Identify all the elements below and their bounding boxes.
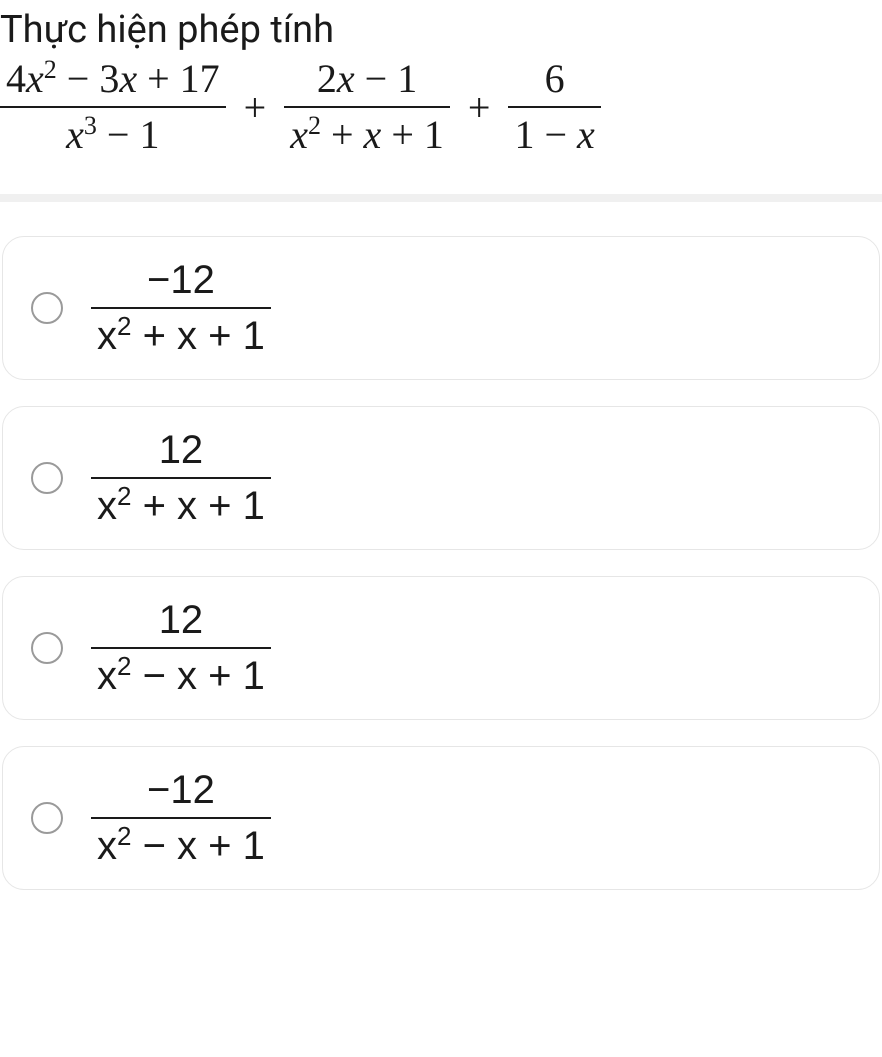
option-2[interactable]: 12 x2 + x + 1	[2, 406, 880, 550]
option-3-numerator: 12	[159, 597, 204, 643]
option-4-fraction: −12 x2 − x + 1	[91, 767, 271, 869]
option-3[interactable]: 12 x2 − x + 1	[2, 576, 880, 720]
fraction-2: 2x − 1 x2 + x + 1	[284, 56, 450, 158]
option-1-numerator: −12	[147, 257, 215, 303]
option-3-fraction: 12 x2 − x + 1	[91, 597, 271, 699]
option-2-fraction: 12 x2 + x + 1	[91, 427, 271, 529]
fraction-1: 4x2 − 3x + 17 x3 − 1	[0, 56, 226, 158]
option-4-numerator: −12	[147, 767, 215, 813]
plus-operator-1: +	[244, 84, 267, 131]
plus-operator-2: +	[468, 84, 491, 131]
section-divider	[0, 194, 882, 202]
radio-icon	[31, 632, 63, 664]
fraction-3: 6 1 − x	[508, 56, 600, 158]
radio-icon	[31, 462, 63, 494]
prompt-title: Thực hiện phép tính	[0, 8, 882, 52]
radio-icon	[31, 292, 63, 324]
question-prompt: Thực hiện phép tính 4x2 − 3x + 17 x3 − 1…	[0, 0, 882, 186]
option-1-fraction: −12 x2 + x + 1	[91, 257, 271, 359]
radio-icon	[31, 802, 63, 834]
option-1[interactable]: −12 x2 + x + 1	[2, 236, 880, 380]
expression-row: 4x2 − 3x + 17 x3 − 1 + 2x − 1 x2 + x + 1…	[0, 56, 882, 158]
option-2-numerator: 12	[159, 427, 204, 473]
option-4[interactable]: −12 x2 − x + 1	[2, 746, 880, 890]
options-list: −12 x2 + x + 1 12 x2 + x + 1 12 x2 − x +…	[0, 202, 882, 890]
